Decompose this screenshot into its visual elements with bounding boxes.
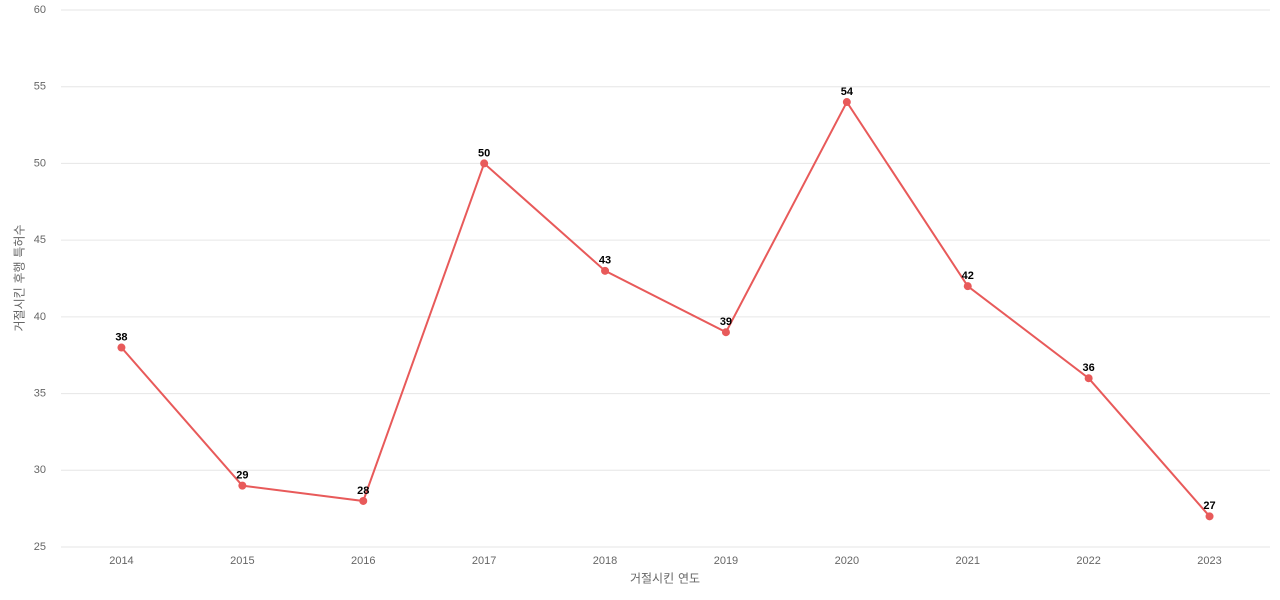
x-tick-label: 2021: [956, 555, 980, 567]
x-tick-label: 2019: [714, 555, 738, 567]
data-label: 28: [357, 485, 369, 497]
point: [1084, 374, 1093, 383]
x-tick-label: 2022: [1076, 555, 1100, 567]
data-label: 39: [720, 316, 732, 328]
y-tick-label: 40: [34, 311, 46, 323]
data-label: 29: [236, 470, 248, 482]
x-tick-label: 2018: [593, 555, 617, 567]
x-tick-label: 2017: [472, 555, 496, 567]
x-tick-label: 2016: [351, 555, 375, 567]
y-axis-title: 거절시킨 후행 특허수: [12, 225, 27, 332]
y-tick-label: 60: [34, 4, 46, 16]
data-label: 42: [962, 270, 974, 282]
y-tick-label: 45: [34, 234, 46, 246]
point: [117, 343, 126, 352]
x-tick-label: 2023: [1197, 555, 1221, 567]
data-label: 54: [841, 86, 854, 98]
point: [721, 328, 730, 337]
point: [842, 98, 851, 107]
y-tick-label: 50: [34, 157, 46, 169]
point: [601, 266, 610, 275]
point: [238, 481, 247, 490]
point: [359, 496, 368, 505]
data-label: 27: [1203, 500, 1215, 512]
y-tick-label: 55: [34, 81, 46, 93]
x-tick-label: 2015: [230, 555, 254, 567]
line: [120, 100, 1211, 517]
x-tick-label: 2020: [835, 555, 859, 567]
data-label: 38: [115, 331, 127, 343]
x-tick-label: 2014: [109, 555, 133, 567]
data-label: 36: [1083, 362, 1095, 374]
x-axis-title: 거절시킨 연도: [630, 572, 700, 586]
y-tick-label: 25: [34, 541, 46, 553]
point: [480, 159, 489, 168]
point: [1205, 512, 1214, 521]
y-tick-label: 35: [34, 387, 46, 399]
y-tick-label: 30: [34, 464, 46, 476]
data-label: 43: [599, 255, 611, 267]
point: [963, 282, 972, 291]
data-label: 50: [478, 147, 490, 159]
